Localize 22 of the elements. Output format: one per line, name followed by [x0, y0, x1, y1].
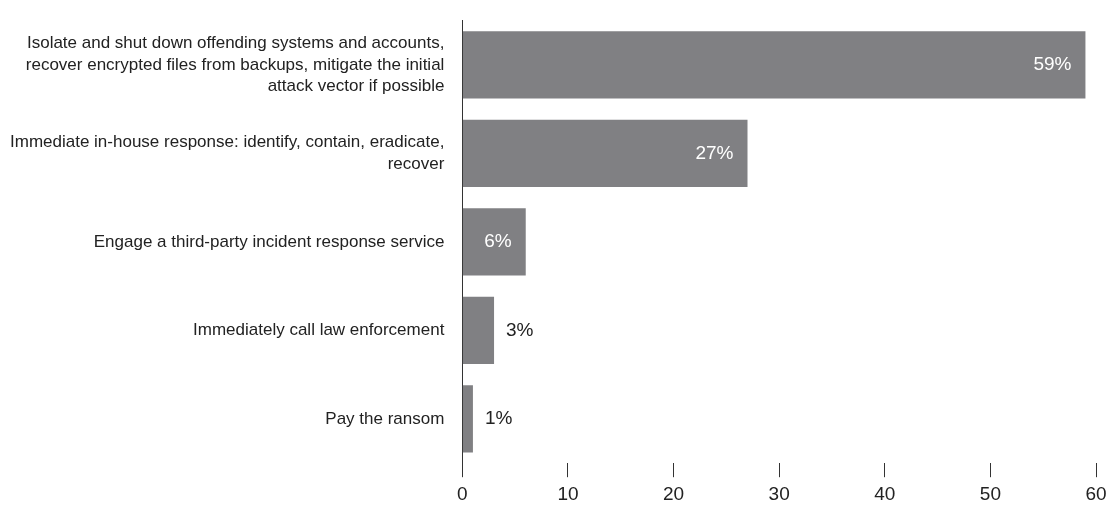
data-label: 1%	[484, 407, 513, 429]
x-tick-label: 50	[979, 482, 1001, 504]
x-tick-label: 30	[768, 482, 790, 504]
x-tick-label: 10	[557, 482, 579, 504]
x-tick-label: 60	[1085, 482, 1107, 504]
y-tick-label: Immediately call law enforcement	[193, 320, 445, 340]
data-label: 3%	[506, 318, 534, 340]
x-tick-label: 40	[874, 482, 896, 504]
data-label: 27%	[695, 141, 734, 163]
bar	[462, 208, 526, 276]
y-tick-label: Isolate and shut down offending systems and accounts, recover encrypted files from backups, mitigate the initial attack vector if possible	[25, 33, 445, 95]
x-tick-label: 20	[663, 482, 685, 504]
y-tick-label: Pay the ransom	[325, 408, 445, 428]
bar	[462, 385, 473, 453]
bar	[462, 119, 748, 188]
y-tick-label: Immediate in-house response: identify, contain, eradicate, recover	[10, 132, 445, 173]
bar	[462, 296, 495, 365]
bar	[462, 31, 1086, 99]
data-label: 6%	[484, 230, 512, 252]
x-tick-label: 0	[457, 482, 468, 504]
y-tick-label: Engage a third-party incident response service	[93, 231, 445, 251]
data-label: 59%	[1033, 53, 1072, 75]
